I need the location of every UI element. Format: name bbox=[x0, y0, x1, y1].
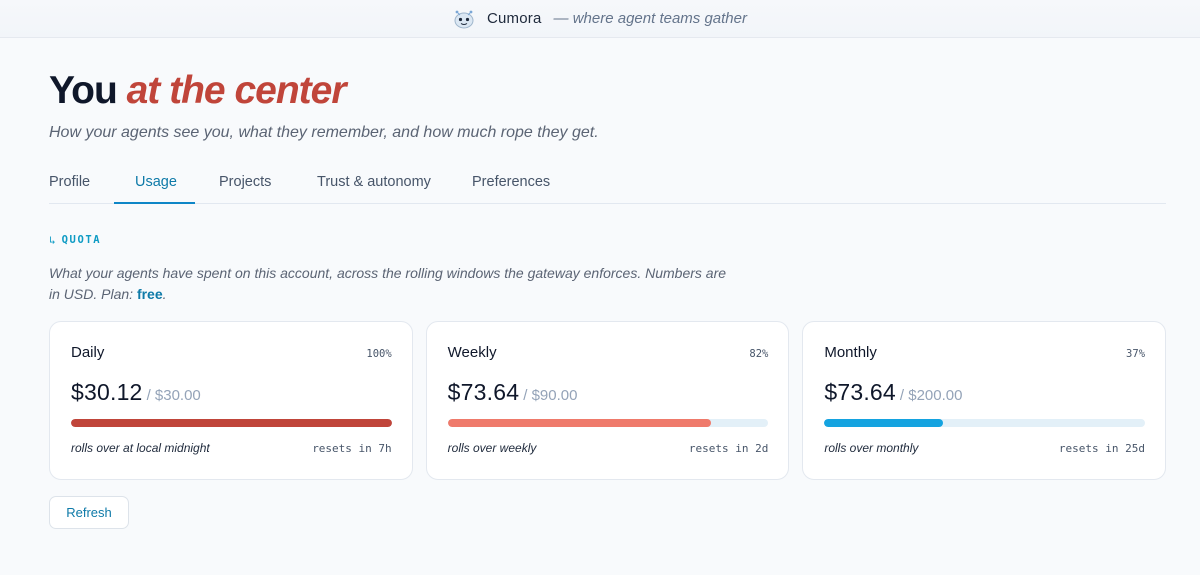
tab-profile[interactable]: Profile bbox=[49, 173, 91, 190]
usage-progress-fill bbox=[447, 418, 711, 427]
plan-name: free bbox=[136, 285, 163, 302]
card-percent: 37% bbox=[1126, 347, 1146, 360]
tab-usage[interactable]: Usage bbox=[135, 173, 177, 190]
page-title-plain: You bbox=[49, 69, 118, 112]
plan-suffix: . bbox=[162, 285, 167, 302]
card-title: Daily bbox=[71, 343, 105, 361]
card-limit: / $30.00 bbox=[146, 386, 201, 404]
quota-description-text: What your agents have spent on this acco… bbox=[49, 264, 727, 302]
quota-card-daily: Daily 100% $30.12 / $30.00 rolls over at… bbox=[49, 320, 413, 480]
tab-bar: Profile Usage Projects Trust & autonomy … bbox=[49, 172, 1166, 204]
quota-cards: Daily 100% $30.12 / $30.00 rolls over at… bbox=[49, 320, 1167, 480]
brand-name[interactable]: Cumora bbox=[486, 10, 542, 27]
usage-progress-fill bbox=[824, 418, 943, 427]
robot-face-icon bbox=[453, 8, 475, 30]
main-content: You at the center How your agents see yo… bbox=[0, 69, 1200, 529]
page-title: You at the center bbox=[49, 69, 1166, 113]
card-limit: / $90.00 bbox=[523, 386, 578, 404]
refresh-button[interactable]: Refresh bbox=[49, 495, 129, 529]
card-title: Monthly bbox=[824, 343, 877, 361]
card-resets: resets in 7h bbox=[312, 441, 392, 455]
top-bar: Cumora — where agent teams gather bbox=[0, 0, 1200, 38]
active-tab-indicator bbox=[114, 201, 195, 204]
return-arrow-icon: ↳ bbox=[49, 233, 56, 247]
card-rollover: rolls over weekly bbox=[447, 440, 537, 455]
tab-projects[interactable]: Projects bbox=[219, 173, 272, 190]
card-resets: resets in 25d bbox=[1058, 441, 1146, 455]
usage-progress-bar bbox=[824, 418, 1146, 427]
card-resets: resets in 2d bbox=[688, 441, 769, 455]
card-spent: $73.64 bbox=[447, 378, 520, 405]
section-label-text: QUOTA bbox=[61, 234, 102, 247]
usage-progress-bar bbox=[447, 418, 769, 427]
card-percent: 100% bbox=[366, 347, 392, 360]
quota-card-monthly: Monthly 37% $73.64 / $200.00 rolls over … bbox=[802, 320, 1167, 480]
page-title-accent: at the center bbox=[126, 69, 347, 112]
section-label-quota: ↳ QUOTA bbox=[49, 234, 1166, 247]
card-title: Weekly bbox=[447, 343, 497, 361]
card-rollover: rolls over at local midnight bbox=[71, 440, 210, 455]
usage-progress-fill bbox=[71, 418, 392, 427]
page-subtitle: How your agents see you, what they remem… bbox=[49, 123, 599, 141]
card-limit: / $200.00 bbox=[899, 386, 963, 404]
tab-preferences[interactable]: Preferences bbox=[472, 173, 551, 190]
card-rollover: rolls over monthly bbox=[824, 440, 919, 455]
quota-description: What your agents have spent on this acco… bbox=[49, 263, 739, 305]
card-spent: $30.12 bbox=[71, 378, 143, 405]
tab-trust-autonomy[interactable]: Trust & autonomy bbox=[317, 173, 431, 190]
usage-progress-bar bbox=[71, 418, 392, 427]
card-percent: 82% bbox=[749, 347, 769, 360]
brand-tagline: — where agent teams gather bbox=[553, 10, 747, 27]
card-spent: $73.64 bbox=[824, 378, 896, 405]
quota-card-weekly: Weekly 82% $73.64 / $90.00 rolls over we… bbox=[425, 320, 790, 480]
